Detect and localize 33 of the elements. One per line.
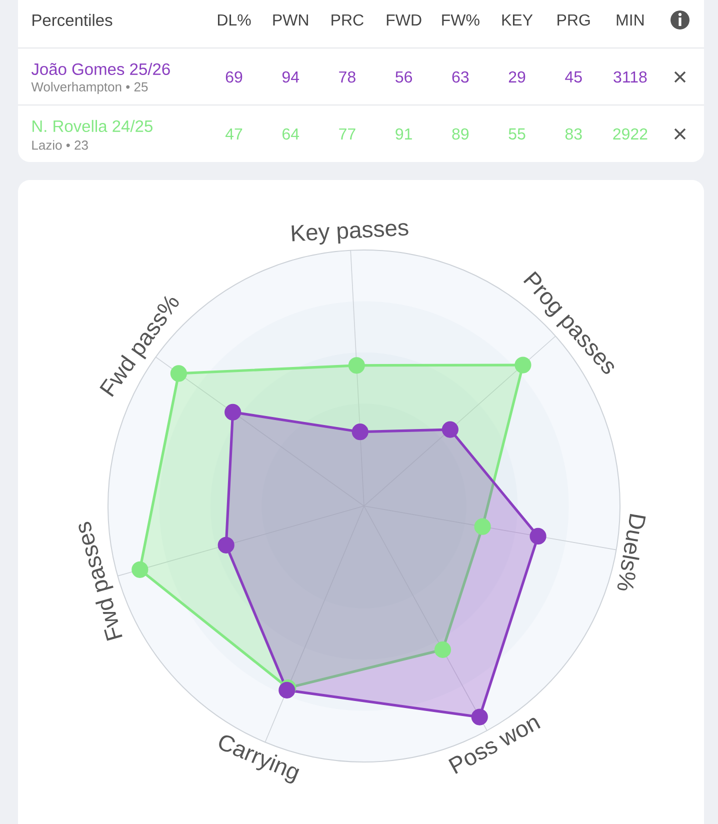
text: João Gomes 25/26 bbox=[31, 62, 170, 76]
spoke-label: Fwd passes bbox=[78, 522, 122, 641]
text: N. Rovella 24/25 bbox=[32, 120, 152, 132]
category-label: FWD bbox=[386, 14, 422, 26]
data-label: 3118 bbox=[614, 71, 647, 83]
category-label: FW% bbox=[442, 14, 480, 26]
category-label: KEY bbox=[502, 14, 533, 26]
data-label: 94 bbox=[282, 71, 300, 83]
data-label: 55 bbox=[508, 128, 526, 140]
data-label: 89 bbox=[452, 128, 469, 140]
text: Lazio • 23 bbox=[32, 140, 88, 150]
data-label: 69 bbox=[226, 71, 242, 83]
category-label: PWN bbox=[273, 14, 308, 26]
data-label: 56 bbox=[396, 71, 412, 83]
text: Wolverhampton • 25 bbox=[31, 82, 148, 94]
text: Percentiles bbox=[32, 14, 112, 26]
data-label: 78 bbox=[339, 71, 356, 83]
spoke-label: Duels% bbox=[617, 514, 646, 590]
data-label: 47 bbox=[225, 128, 242, 140]
data-label: 63 bbox=[452, 71, 469, 83]
category-label: PRC bbox=[332, 14, 364, 26]
data-label: 64 bbox=[282, 128, 300, 140]
category-label: DL% bbox=[218, 14, 251, 26]
data-label: 77 bbox=[339, 128, 356, 140]
data-label: 45 bbox=[565, 71, 582, 83]
spoke-label: Key passes bbox=[292, 223, 408, 245]
data-label: 91 bbox=[396, 128, 412, 140]
data-label: 2922 bbox=[613, 128, 648, 140]
category-label: MIN bbox=[616, 14, 644, 26]
data-label: 29 bbox=[508, 71, 526, 83]
data-label: 83 bbox=[565, 128, 582, 140]
category-label: PRG bbox=[558, 14, 590, 26]
spoke-label: Poss won bbox=[448, 718, 540, 774]
